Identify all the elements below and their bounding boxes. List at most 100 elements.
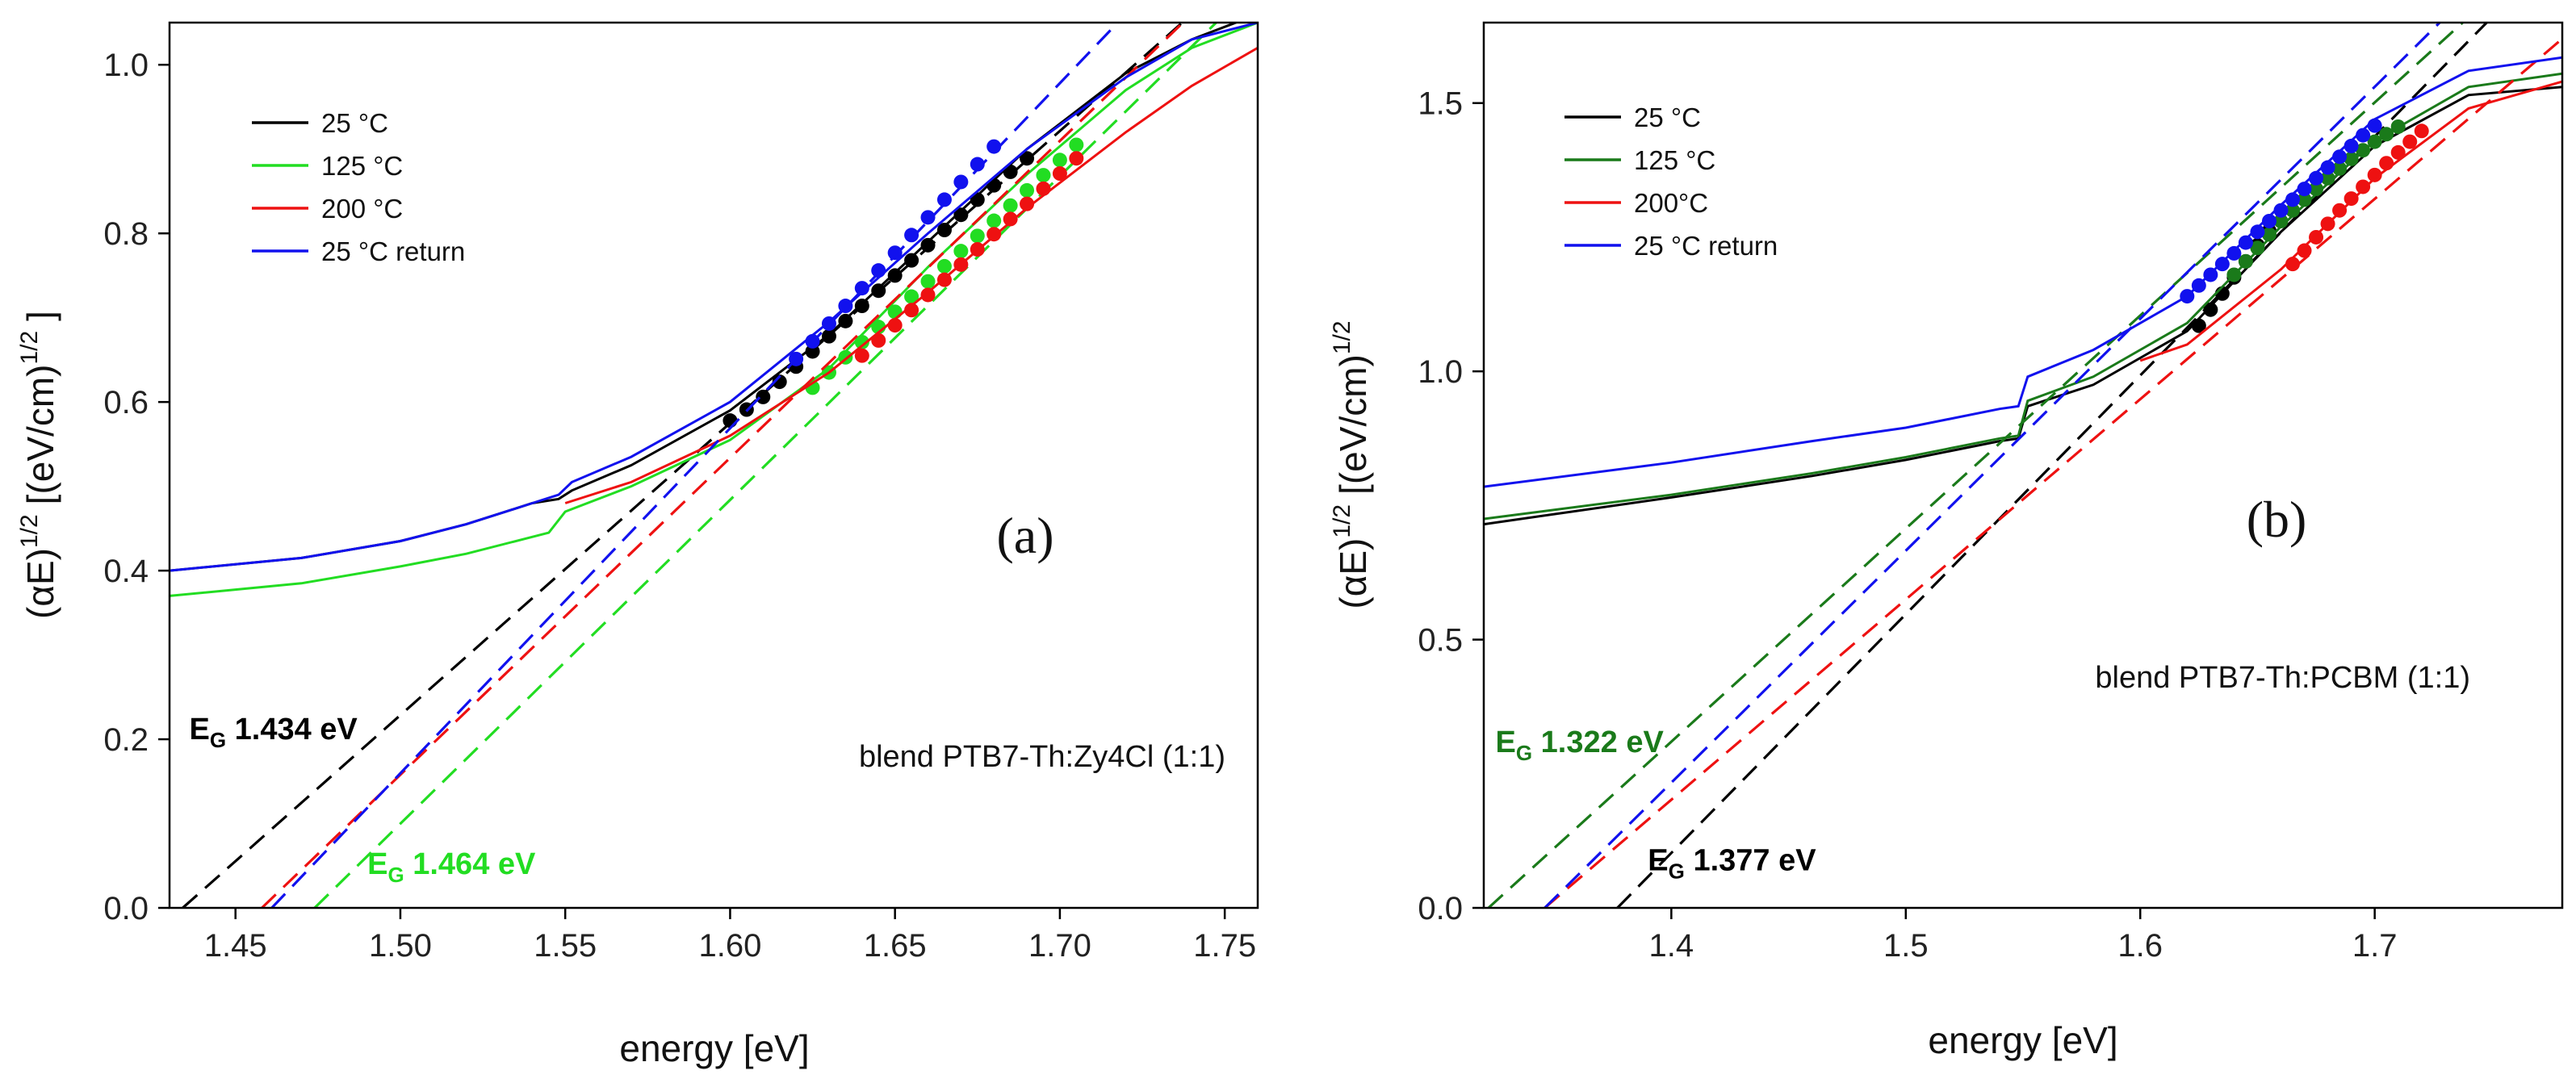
y-tick-label: 0.5 xyxy=(1418,623,1463,659)
data-point-2-9 xyxy=(2390,144,2406,160)
band-gap-subscript: G xyxy=(210,728,226,752)
data-point-0-13 xyxy=(936,223,952,238)
legend-label: 125 °C xyxy=(321,151,403,181)
data-point-2-6 xyxy=(2356,179,2371,194)
x-tick-label: 1.50 xyxy=(369,928,432,964)
data-point-2-1 xyxy=(2297,243,2312,258)
data-point-1-16 xyxy=(1069,137,1084,153)
data-point-2-0 xyxy=(2285,257,2300,272)
y-label-sup: 1/2 xyxy=(16,514,43,548)
data-point-0-1 xyxy=(2203,302,2218,317)
data-point-2-11 xyxy=(2414,123,2429,139)
data-point-2-11 xyxy=(1036,181,1051,196)
data-point-3-15 xyxy=(2356,128,2371,143)
x-tick-label: 1.5 xyxy=(1883,928,1929,964)
data-point-3-8 xyxy=(920,210,936,225)
band-gap-subscript: G xyxy=(1516,741,1532,765)
x-tick-label: 1.55 xyxy=(534,928,597,964)
band-gap-symbol: E xyxy=(190,713,210,746)
data-point-3-9 xyxy=(2285,192,2300,207)
data-point-2-7 xyxy=(970,242,985,257)
data-point-1-14 xyxy=(2390,119,2406,134)
data-point-1-12 xyxy=(2367,134,2382,149)
data-point-3-16 xyxy=(2367,118,2382,133)
data-point-1-13 xyxy=(1020,182,1035,198)
data-point-3-8 xyxy=(2273,203,2289,218)
band-gap-label: EG 1.377 eV xyxy=(1648,843,1816,883)
data-point-2-6 xyxy=(953,257,969,272)
data-point-1-7 xyxy=(920,274,936,289)
data-point-1-2 xyxy=(2250,240,2265,256)
data-point-1-5 xyxy=(2285,203,2300,218)
data-point-3-1 xyxy=(2191,278,2206,293)
series-line-3 xyxy=(170,23,1258,572)
y-axis-label: (αE)1/2[(eV/cm)1/2 xyxy=(1329,320,1374,608)
y-tick-label: 0.6 xyxy=(103,385,149,420)
data-point-2-8 xyxy=(986,227,1002,242)
x-tick-label: 1.7 xyxy=(2352,928,2398,964)
data-point-3-11 xyxy=(970,157,985,172)
plot-area xyxy=(1484,23,2562,908)
series-line-0 xyxy=(170,23,1240,572)
x-tick-label: 1.70 xyxy=(1028,928,1091,964)
plot-area xyxy=(170,23,1258,908)
data-point-1-14 xyxy=(1036,168,1051,183)
band-gap-value: 1.464 eV xyxy=(404,847,536,881)
data-point-3-7 xyxy=(904,228,919,243)
data-point-0-5 xyxy=(805,344,820,359)
panel-label: (a) xyxy=(996,507,1053,564)
data-point-2-5 xyxy=(936,272,952,287)
plot-frame xyxy=(168,21,1259,909)
band-gap-value: 1.434 eV xyxy=(226,713,358,746)
data-point-3-9 xyxy=(936,192,952,207)
data-point-3-5 xyxy=(871,263,886,278)
series-line-1 xyxy=(170,23,1258,597)
x-tick-label: 1.4 xyxy=(1649,928,1694,964)
x-axis-label: energy [eV] xyxy=(619,1027,809,1069)
y-label-units: [(eV/cm) xyxy=(19,365,61,505)
y-tick-label: 1.0 xyxy=(1418,354,1463,390)
data-point-1-10 xyxy=(970,228,985,244)
data-point-2-3 xyxy=(2320,216,2335,232)
x-axis-label: energy [eV] xyxy=(1928,1019,2117,1061)
data-point-3-2 xyxy=(2203,267,2218,282)
data-point-2-2 xyxy=(887,318,903,333)
data-point-2-4 xyxy=(2332,203,2348,218)
data-point-3-10 xyxy=(2297,182,2312,197)
band-gap-symbol: E xyxy=(1648,843,1668,877)
data-point-1-6 xyxy=(2297,192,2312,207)
band-gap-symbol: E xyxy=(367,847,387,881)
data-point-0-12 xyxy=(920,237,936,253)
data-point-1-9 xyxy=(953,244,969,259)
data-point-0-15 xyxy=(970,192,985,207)
data-point-3-13 xyxy=(2332,149,2348,165)
y-tick-label: 1.0 xyxy=(103,48,149,83)
data-point-0-3 xyxy=(772,374,787,390)
data-point-2-12 xyxy=(1052,166,1067,182)
sample-annotation: blend PTB7-Th:PCBM (1:1) xyxy=(2095,661,2470,695)
band-gap-symbol: E xyxy=(1496,725,1516,759)
data-point-3-2 xyxy=(821,316,836,331)
data-point-2-2 xyxy=(2309,229,2324,245)
band-gap-label: EG 1.464 eV xyxy=(367,847,536,887)
data-point-1-11 xyxy=(2356,143,2371,158)
fit-line-2 xyxy=(1544,37,2562,908)
data-point-0-8 xyxy=(854,299,869,314)
y-tick-label: 0.0 xyxy=(103,891,149,926)
data-point-3-11 xyxy=(2309,170,2324,186)
legend-label: 200°C xyxy=(1634,188,1708,218)
data-point-0-6 xyxy=(821,328,836,344)
y-tick-label: 1.5 xyxy=(1418,86,1463,122)
y-label-units: [(eV/cm) xyxy=(1332,354,1374,495)
band-gap-label: EG 1.322 eV xyxy=(1496,725,1665,765)
data-point-0-2 xyxy=(756,389,771,404)
data-point-1-12 xyxy=(1003,198,1018,213)
y-tick-label: 0.8 xyxy=(103,216,149,252)
data-point-0-0 xyxy=(2191,318,2206,333)
data-point-1-5 xyxy=(887,304,903,320)
data-point-3-14 xyxy=(2344,138,2359,153)
data-point-0-17 xyxy=(1003,164,1018,179)
data-point-2-5 xyxy=(2344,191,2359,207)
y-label-close: ] xyxy=(19,311,61,321)
